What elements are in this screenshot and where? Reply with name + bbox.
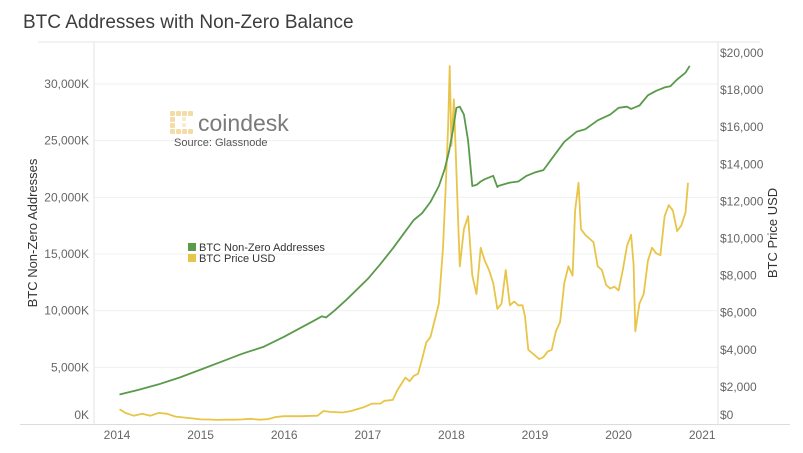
x-tick-label: 2016 [271, 428, 298, 442]
y-tick-label: 10,000K [44, 304, 89, 318]
coindesk-brand: coindesk [198, 110, 289, 136]
x-tick-label: 2018 [438, 428, 465, 442]
legend-label-price: BTC Price USD [199, 253, 275, 265]
series-line-price [119, 65, 689, 421]
y-tick-label: 15,000K [44, 247, 89, 261]
x-axis-ticks: 2014 2015 2016 2017 2018 2019 2020 2021 [104, 428, 716, 442]
y-tick-label: 5,000K [51, 360, 89, 374]
chart-title: BTC Addresses with Non-Zero Balance [23, 12, 354, 33]
legend: BTC Non-Zero Addresses BTC Price USD [188, 242, 325, 265]
y-axis-left-ticks: 0K 5,000K 10,000K 15,000K 20,000K 25,000K 30,0… [44, 77, 89, 422]
legend-label-addresses: BTC Non-Zero Addresses [199, 242, 325, 254]
x-tick-label: 2019 [522, 428, 549, 442]
x-tick-label: 2021 [689, 428, 716, 442]
y2-tick-label: $12,000 [720, 194, 764, 208]
y-tick-label: 25,000K [44, 134, 89, 148]
y-axis-left-label: BTC Non-Zero Addresses [25, 158, 40, 307]
y2-tick-label: $16,000 [720, 120, 764, 134]
y2-tick-label: $8,000 [720, 269, 757, 283]
y2-tick-label: $14,000 [720, 157, 764, 171]
legend-swatch-addresses [188, 243, 196, 251]
x-tick-label: 2014 [104, 428, 131, 442]
y-tick-label: 20,000K [44, 190, 89, 204]
x-tick-label: 2017 [354, 428, 381, 442]
y2-tick-label: $10,000 [720, 232, 764, 246]
source-note: Source: Glassnode [174, 137, 268, 149]
x-tick-label: 2020 [605, 428, 632, 442]
gridlines [94, 83, 718, 368]
coindesk-logo-icon [170, 111, 193, 134]
y2-tick-label: $0 [720, 408, 734, 422]
legend-swatch-price [188, 254, 196, 262]
y-tick-label: 0K [74, 408, 89, 422]
y2-tick-label: $20,000 [720, 46, 764, 60]
y2-tick-label: $6,000 [720, 306, 757, 320]
y-tick-label: 30,000K [44, 77, 89, 91]
series-lines [119, 65, 691, 421]
x-tick-label: 2015 [187, 428, 214, 442]
series-line-addresses [119, 65, 691, 396]
coindesk-watermark: coindesk Source: Glassnode [170, 110, 289, 149]
y2-tick-label: $2,000 [720, 380, 757, 394]
y2-tick-label: $18,000 [720, 83, 764, 97]
y-axis-right-ticks: $0 $2,000 $4,000 $6,000 $8,000 $10,000 $12,000… [720, 46, 764, 422]
y-axis-right-label: BTC Price USD [765, 188, 780, 278]
y2-tick-label: $4,000 [720, 343, 757, 357]
